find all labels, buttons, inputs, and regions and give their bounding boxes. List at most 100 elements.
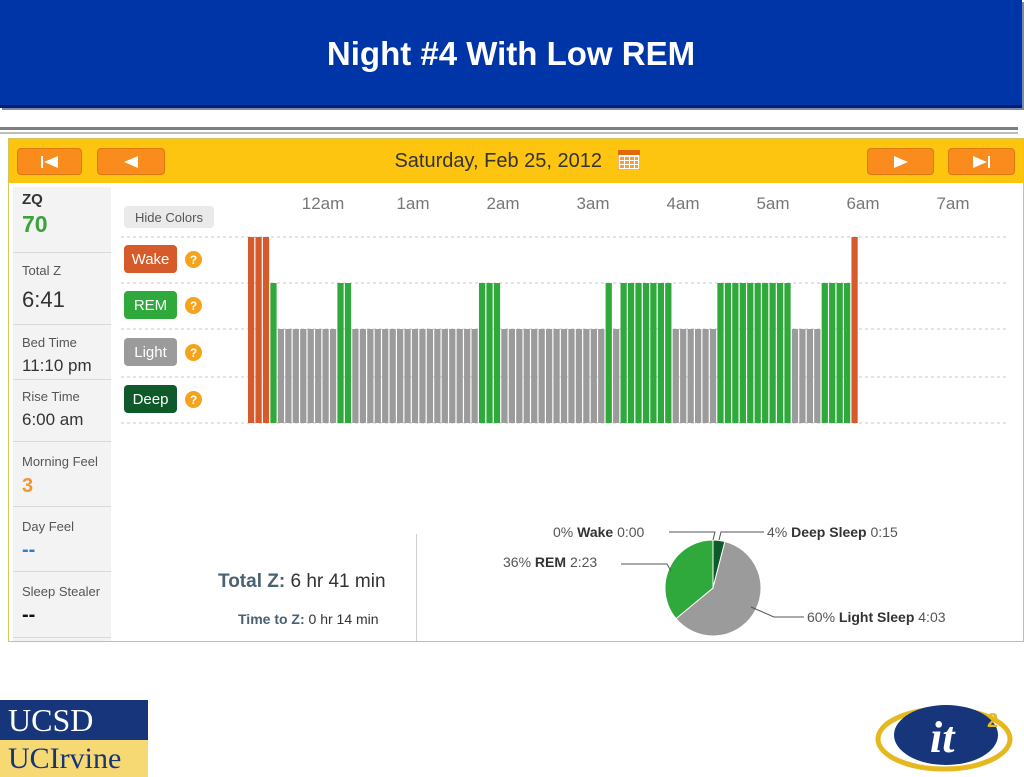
hypnogram-bar-light (464, 329, 471, 423)
legend-light: Light (124, 338, 177, 366)
it2-logo-sup: 2 (987, 710, 998, 732)
legend-deep: Deep (124, 385, 177, 413)
hypnogram-bar-rem (836, 283, 843, 423)
hypnogram-bar-light (568, 329, 575, 423)
hypnogram-bar-light (791, 329, 799, 423)
hypnogram-bar-rem (650, 283, 657, 423)
hypnogram-bar-light (814, 329, 821, 423)
hypnogram-bar-rem (739, 283, 746, 423)
hypnogram-bar-rem (829, 283, 836, 423)
light-help-icon[interactable]: ? (185, 344, 202, 361)
stat-rise-time: Rise Time 6:00 am (13, 380, 111, 442)
hypnogram-bar-light (300, 329, 307, 423)
hypnogram-bar-light (441, 329, 448, 423)
hypnogram-bar-wake (262, 237, 270, 423)
stat-label: Rise Time (22, 389, 80, 404)
previous-night-button[interactable] (97, 148, 165, 175)
hypnogram-bar-light (322, 329, 329, 423)
hypnogram-bar-light (329, 329, 337, 423)
stat-zq: ZQ 70 (13, 187, 111, 253)
skip-back-icon (40, 155, 58, 168)
hypnogram-bar-light (359, 329, 366, 423)
time-to-z-label: Time to Z: (238, 611, 305, 627)
hypnogram-bar-light (352, 329, 359, 423)
stat-value: -- (22, 604, 36, 626)
uc-irvine-logo: UCIrvine (0, 740, 148, 777)
stat-label: Total Z (22, 263, 62, 278)
hypnogram-bar-rem (620, 283, 627, 423)
hypnogram-bar-wake (851, 237, 858, 423)
hypnogram-bar-light (456, 329, 463, 423)
hypnogram-bar-light (374, 329, 381, 423)
deep-help-icon[interactable]: ? (185, 391, 202, 408)
pie-leader-wake (669, 531, 716, 541)
time-tick-label: 4am (666, 194, 699, 213)
hypnogram-bar-light (687, 329, 694, 423)
stat-value: 70 (22, 211, 48, 237)
legend-wake: Wake (124, 245, 177, 273)
hypnogram-bar-light (434, 329, 441, 423)
total-z-value: 6 hr 41 min (290, 571, 386, 592)
time-to-z-value: 0 hr 14 min (308, 611, 379, 627)
stat-label: ZQ (22, 191, 43, 208)
time-tick-label: 5am (756, 194, 789, 213)
pie-leader-light (750, 606, 804, 618)
hypnogram-bar-rem (754, 283, 761, 423)
stat-morning-feel: Morning Feel 3 (13, 442, 111, 507)
hypnogram-bar-light (508, 329, 515, 423)
hypnogram-bar-rem (724, 283, 732, 423)
date-label: Saturday, Feb 25, 2012 (394, 150, 602, 172)
hypnogram-bar-light (315, 329, 322, 423)
total-z-label: Total Z: (218, 571, 286, 592)
last-night-button[interactable] (948, 148, 1015, 175)
hypnogram-bar-light (538, 329, 545, 423)
hypnogram-bar-rem (665, 283, 672, 423)
date-header[interactable]: Saturday, Feb 25, 2012 (9, 150, 1023, 173)
pie-slice-rem (664, 539, 714, 620)
hypnogram-bar-light (449, 329, 456, 423)
stat-label: Morning Feel (22, 454, 98, 469)
hypnogram-bar-light (575, 329, 583, 423)
hypnogram-bar-rem (270, 283, 277, 423)
time-tick-label: 1am (396, 194, 429, 213)
calendar-icon[interactable] (617, 150, 640, 170)
hypnogram-bar-rem (717, 283, 724, 423)
hypnogram-bar-rem (635, 283, 642, 423)
stat-day-feel: Day Feel -- (13, 507, 111, 572)
first-night-button[interactable] (17, 148, 82, 175)
rem-help-icon[interactable]: ? (185, 297, 202, 314)
hypnogram-bar-light (292, 329, 299, 423)
hide-colors-button[interactable]: Hide Colors (124, 206, 214, 228)
pie-leader-deep (718, 531, 764, 541)
hypnogram-bar-light (426, 329, 434, 423)
hypnogram-bar-light (583, 329, 590, 423)
time-to-z-summary: Time to Z: 0 hr 14 min (238, 611, 379, 627)
hypnogram-bar-light (501, 329, 508, 423)
stat-value: -- (22, 539, 36, 561)
next-night-button[interactable] (867, 148, 934, 175)
date-nav-bar: Saturday, Feb 25, 2012 (9, 139, 1023, 183)
hypnogram-bar-light (367, 329, 374, 423)
hypnogram-bar-wake (248, 237, 255, 423)
hypnogram-bar-light (397, 329, 404, 423)
hypnogram-bar-rem (627, 283, 635, 423)
pie-label-rem: 36% REM 2:23 (503, 554, 598, 570)
hypnogram-bar-rem (486, 283, 493, 423)
pie-label-deep: 4% Deep Sleep 0:15 (767, 524, 898, 540)
hypnogram-bar-rem (762, 283, 769, 423)
time-tick-label: 3am (576, 194, 609, 213)
slide-title-bar: Night #4 With Low REM (0, 0, 1022, 108)
hypnogram-bar-light (411, 329, 419, 423)
hypnogram-bar-rem (747, 283, 754, 423)
hypnogram-bar-light (382, 329, 389, 423)
hypnogram-bar-rem (344, 283, 352, 423)
hypnogram-bar-rem (732, 283, 739, 423)
time-tick-label: 12am (302, 194, 345, 213)
hypnogram-bar-light (404, 329, 411, 423)
hypnogram-bar-light (709, 329, 717, 423)
pie-label-wake: 0% Wake 0:00 (553, 524, 645, 540)
stat-value: 6:00 am (22, 410, 84, 429)
wake-help-icon[interactable]: ? (185, 251, 202, 268)
hypnogram-bar-rem (642, 283, 650, 423)
hypnogram-bar-rem (784, 283, 791, 423)
